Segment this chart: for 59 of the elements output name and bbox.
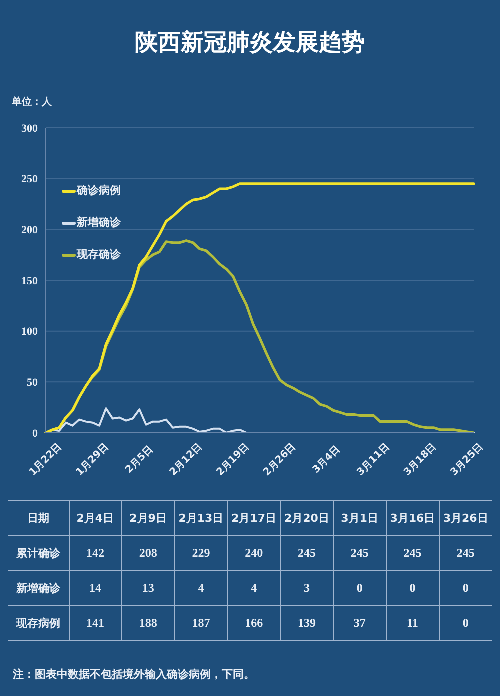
data-label: 4 (228, 570, 280, 606)
x-tick-label: 3月1日 (341, 512, 378, 524)
x-tick-label: 1月22日 (28, 442, 64, 478)
x-tick-label: 2月12日 (168, 442, 205, 478)
data-label: 4 (174, 570, 228, 606)
data-label: 37 (333, 606, 386, 640)
data-label: 187 (174, 606, 228, 640)
data-label: 0 (439, 570, 492, 606)
y-tick-label: 300 (22, 122, 38, 135)
data-label: 208 (122, 536, 175, 570)
x-tick-label: 2月19日 (214, 442, 252, 478)
data-label: 141 (69, 606, 122, 640)
data-label: 139 (280, 606, 334, 640)
legend-label: 现存确诊 (77, 248, 121, 262)
y-tick-label: 100 (22, 326, 38, 338)
data-label: 245 (386, 536, 440, 570)
text: 注：图表中数据不包括境外输入确诊病例，下同。 (13, 668, 255, 681)
x-axis-title: 日期 (27, 512, 50, 524)
y-tick-label: 累计确诊 (16, 546, 60, 560)
data-label: 229 (174, 536, 228, 570)
x-tick-label: 2月13日 (178, 512, 224, 524)
x-tick-label: 2月9日 (130, 512, 167, 524)
x-tick-label: 3月4日 (310, 444, 343, 476)
x-tick-label: 2月4日 (76, 512, 114, 524)
data-label: 0 (439, 606, 492, 640)
data-label: 11 (386, 606, 440, 640)
data-label: 14 (69, 570, 122, 606)
x-tick-label: 3月18日 (402, 442, 439, 478)
y-tick-label: 50 (27, 377, 38, 390)
data-label: 240 (228, 536, 280, 570)
x-tick-label: 2月20日 (284, 512, 330, 524)
data-label: 13 (122, 570, 175, 606)
x-tick-label: 2月5日 (124, 444, 156, 476)
y-tick-label: 新增确诊 (16, 582, 60, 594)
x-tick-label: 3月11日 (355, 442, 392, 478)
x-tick-label: 1月29日 (74, 442, 112, 478)
data-label: 3 (280, 570, 334, 606)
y-tick-label: 0 (32, 428, 38, 440)
x-tick-label: 3月16日 (390, 512, 436, 524)
data-label: 188 (122, 606, 175, 640)
x-tick-label: 3月25日 (448, 442, 486, 478)
data-label: 245 (439, 536, 492, 570)
y-tick-label: 200 (22, 224, 38, 237)
data-label: 245 (333, 536, 386, 570)
x-tick-label: 2月17日 (232, 512, 277, 524)
legend-label: 确诊病例 (77, 184, 121, 198)
legend-label: 新增确诊 (77, 216, 121, 230)
data-label: 245 (280, 536, 334, 570)
data-label: 142 (69, 536, 122, 570)
y-tick-label: 150 (22, 275, 38, 288)
x-tick-label: 3月26日 (443, 512, 488, 524)
y-axis-title: 单位：人 (12, 97, 52, 108)
y-tick-label: 250 (22, 174, 38, 186)
data-label: 166 (228, 606, 280, 640)
chart-title: 陕西新冠肺炎发展趋势 (135, 30, 365, 56)
data-label: 0 (333, 570, 386, 606)
x-tick-label: 2月26日 (262, 442, 298, 478)
y-tick-label: 现存病例 (16, 616, 60, 630)
data-label: 0 (386, 570, 440, 606)
